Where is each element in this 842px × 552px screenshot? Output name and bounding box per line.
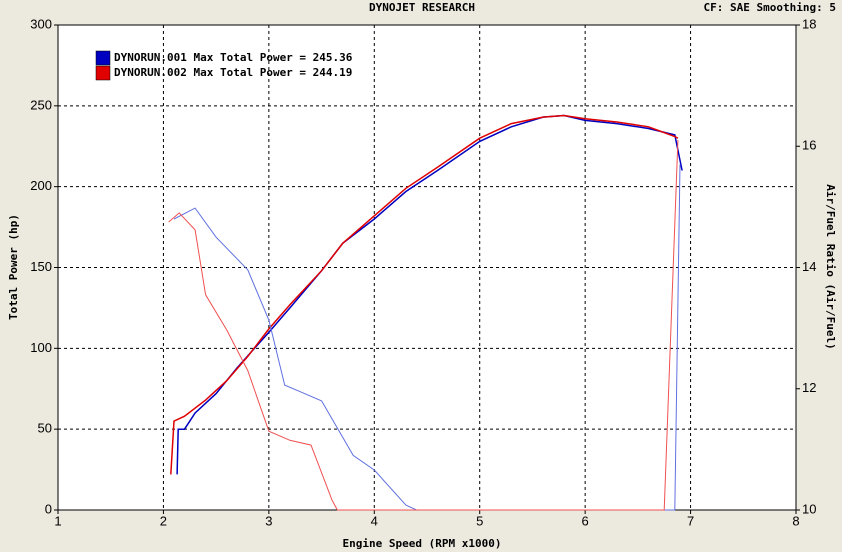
series-line bbox=[176, 114, 683, 475]
chart-title: DYNOJET RESEARCH bbox=[369, 1, 475, 14]
x-axis-label: Engine Speed (RPM x1000) bbox=[343, 537, 502, 550]
series-line bbox=[168, 140, 679, 511]
x-tick-label: 5 bbox=[476, 513, 483, 528]
x-tick-label: 3 bbox=[265, 513, 272, 528]
series-line bbox=[170, 114, 679, 475]
y-tick-label: 100 bbox=[30, 340, 52, 355]
x-tick-label: 7 bbox=[687, 513, 694, 528]
x-tick-label: 2 bbox=[160, 513, 167, 528]
y2-tick-label: 16 bbox=[802, 138, 816, 153]
y2-tick-label: 18 bbox=[802, 16, 816, 31]
y2-tick-label: 14 bbox=[802, 259, 816, 274]
legend-label: DYNORUN.002 Max Total Power = 244.19 bbox=[114, 66, 352, 79]
y2-tick-label: 12 bbox=[802, 380, 816, 395]
y-tick-label: 50 bbox=[38, 421, 52, 436]
legend-swatch bbox=[95, 50, 111, 66]
legend-swatch bbox=[95, 65, 111, 81]
y-tick-label: 0 bbox=[45, 501, 52, 516]
y-tick-label: 250 bbox=[30, 97, 52, 112]
y2-tick-label: 10 bbox=[802, 501, 816, 516]
y2-axis-label: Air/Fuel Ratio (Air/Fuel) bbox=[824, 184, 837, 350]
y-axis-label: Total Power (hp) bbox=[7, 214, 20, 320]
x-tick-label: 4 bbox=[371, 513, 378, 528]
subtitle: CF: SAE Smoothing: 5 bbox=[704, 1, 836, 14]
x-tick-label: 1 bbox=[54, 513, 61, 528]
y-tick-label: 200 bbox=[30, 178, 52, 193]
x-tick-label: 6 bbox=[582, 513, 589, 528]
y-tick-label: 300 bbox=[30, 16, 52, 31]
y-tick-label: 150 bbox=[30, 259, 52, 274]
legend-label: DYNORUN.001 Max Total Power = 245.36 bbox=[114, 51, 353, 64]
x-tick-label: 8 bbox=[792, 513, 799, 528]
series-line bbox=[173, 164, 681, 511]
